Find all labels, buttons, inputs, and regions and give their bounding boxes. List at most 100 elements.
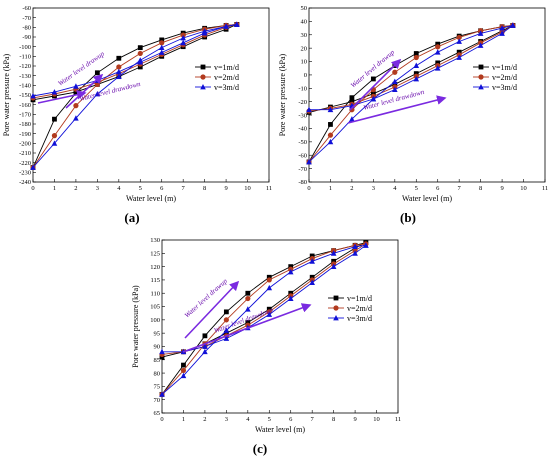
y-tick-label: -130 bbox=[19, 73, 31, 80]
y-tick-label: -120 bbox=[19, 63, 31, 70]
x-tick-label: 9 bbox=[353, 416, 356, 423]
y-tick-label: 125 bbox=[150, 251, 160, 258]
data-point-v=1m/d-drawup bbox=[309, 253, 315, 259]
y-tick-label: 105 bbox=[150, 304, 160, 311]
legend-label: v=2m/d bbox=[347, 304, 372, 313]
y-tick-label: 130 bbox=[150, 237, 160, 244]
data-point-v=3m/d-drawdown bbox=[499, 30, 505, 36]
data-point-v=3m/d-drawup bbox=[158, 44, 165, 51]
y-tick-label: -200 bbox=[19, 141, 31, 148]
data-point-v=3m/d-drawup bbox=[413, 62, 420, 68]
x-tick-label: 0 bbox=[160, 416, 163, 423]
data-point-v=1m/d-drawdown bbox=[159, 354, 165, 360]
x-tick-label: 11 bbox=[266, 185, 272, 192]
drawdown-arrow bbox=[347, 95, 447, 124]
data-point-v=1m/d-drawup bbox=[349, 95, 355, 101]
x-tick-label: 7 bbox=[311, 416, 315, 423]
x-tick-label: 6 bbox=[289, 416, 293, 423]
data-point-v=3m/d-drawdown bbox=[223, 23, 229, 29]
series-line-v=2m/d-drawup bbox=[32, 23, 237, 168]
data-point-v=3m/d-drawup bbox=[309, 258, 315, 264]
data-point-v=2m/d-drawup bbox=[51, 133, 58, 139]
data-point-v=2m/d-drawup bbox=[266, 277, 272, 283]
data-point-v=2m/d-drawup bbox=[456, 34, 462, 41]
x-tick-label: 1 bbox=[329, 185, 332, 192]
data-point-v=3m/d-drawup bbox=[266, 284, 273, 291]
data-point-v=1m/d-drawup bbox=[288, 264, 294, 270]
y-tick-label: 20 bbox=[301, 45, 308, 52]
y-tick-label: -110 bbox=[19, 54, 31, 61]
data-point-v=1m/d-drawdown bbox=[392, 81, 398, 87]
y-tick-label: 30 bbox=[301, 32, 308, 39]
y-tick-label: -80 bbox=[298, 179, 307, 186]
data-point-v=3m/d-drawup bbox=[94, 91, 101, 97]
y-tick-label: -60 bbox=[298, 152, 307, 159]
data-point-v=2m/d-drawup bbox=[223, 317, 229, 323]
data-point-v=3m/d-drawdown bbox=[370, 96, 377, 102]
chart-panel-b: 0 1 2 3 4 5 6 7 8 9 10 11 -80 -70 -60 -50 -40 -30 -20 -10 0 1… bbox=[278, 5, 548, 225]
legend-marker bbox=[333, 295, 339, 301]
data-point-v=3m/d-drawdown bbox=[234, 21, 240, 27]
data-point-v=3m/d-drawup bbox=[499, 25, 505, 31]
data-point-v=3m/d-drawdown bbox=[180, 39, 186, 46]
y-tick-label: 50 bbox=[301, 5, 308, 12]
data-point-v=3m/d-drawdown bbox=[30, 92, 36, 99]
panel-label: (c) bbox=[253, 441, 267, 456]
x-tick-label: 10 bbox=[373, 416, 380, 423]
drawdown-arrow bbox=[37, 89, 87, 104]
legend-marker bbox=[200, 64, 206, 70]
x-tick-label: 5 bbox=[139, 185, 142, 192]
data-point-v=3m/d-drawdown bbox=[309, 279, 315, 285]
data-point-v=3m/d-drawdown bbox=[392, 86, 398, 93]
x-tick-label: 7 bbox=[458, 185, 462, 192]
data-point-v=3m/d-drawdown bbox=[201, 30, 208, 36]
x-axis-title: Water level (m) bbox=[255, 425, 305, 434]
drawup-arrow bbox=[349, 58, 402, 111]
data-point-v=3m/d-drawdown bbox=[202, 343, 208, 349]
y-tick-label: 100 bbox=[150, 317, 160, 324]
legend-label: v=3m/d bbox=[347, 314, 372, 323]
y-tick-label: 75 bbox=[154, 384, 161, 391]
x-tick-label: 6 bbox=[160, 185, 164, 192]
data-point-v=1m/d-drawup bbox=[223, 309, 229, 315]
data-point-v=1m/d-drawup bbox=[52, 116, 57, 122]
drawup-arrow bbox=[184, 280, 240, 339]
data-point-v=1m/d-drawup bbox=[435, 41, 441, 47]
data-point-v=3m/d-drawup bbox=[352, 243, 358, 250]
data-point-v=3m/d-drawup bbox=[392, 78, 398, 85]
x-tick-label: 4 bbox=[117, 185, 121, 192]
legend: v=1m/dv=2m/dv=3m/d bbox=[473, 63, 517, 92]
x-tick-label: 3 bbox=[225, 416, 228, 423]
y-tick-label: -70 bbox=[298, 166, 307, 173]
data-point-v=3m/d-drawup bbox=[245, 306, 251, 312]
series-line-v=3m/d-drawup bbox=[32, 23, 237, 168]
chart-panel-c: 0 1 2 3 4 5 6 7 8 9 10 11 65 70 75 80 85 90 95 100 105 110 115… bbox=[131, 237, 401, 456]
data-point-v=3m/d-drawup bbox=[202, 348, 208, 355]
y-tick-label: 10 bbox=[301, 59, 308, 66]
y-tick-label: -150 bbox=[19, 92, 31, 99]
data-point-v=2m/d-drawup bbox=[392, 69, 398, 75]
y-tick-label: 115 bbox=[150, 277, 160, 284]
legend-label: v=1m/d bbox=[492, 63, 517, 72]
data-point-v=1m/d-drawdown bbox=[370, 91, 376, 97]
data-point-v=3m/d-drawdown bbox=[137, 59, 144, 65]
panel-label: (a) bbox=[124, 210, 139, 225]
data-point-v=2m/d-drawup bbox=[413, 54, 419, 61]
y-tick-label: -230 bbox=[19, 170, 31, 177]
data-point-v=3m/d-drawdown bbox=[477, 42, 484, 48]
y-tick-label: 70 bbox=[154, 397, 161, 404]
y-tick-label: 110 bbox=[150, 290, 160, 297]
y-tick-label: -140 bbox=[19, 83, 31, 90]
annotation-drawdown: Water level drawdown bbox=[213, 306, 275, 335]
series-line-v=1m/d-drawup bbox=[32, 23, 237, 168]
data-point-v=3m/d-drawup bbox=[477, 30, 484, 36]
data-point-v=3m/d-drawdown bbox=[456, 54, 462, 60]
legend-marker bbox=[333, 315, 339, 321]
x-tick-label: 5 bbox=[268, 416, 271, 423]
x-tick-label: 8 bbox=[332, 416, 335, 423]
plot-frame bbox=[308, 7, 546, 183]
y-tick-label: -90 bbox=[22, 34, 31, 41]
data-point-v=2m/d-drawup bbox=[327, 132, 334, 138]
x-tick-label: 3 bbox=[372, 185, 375, 192]
